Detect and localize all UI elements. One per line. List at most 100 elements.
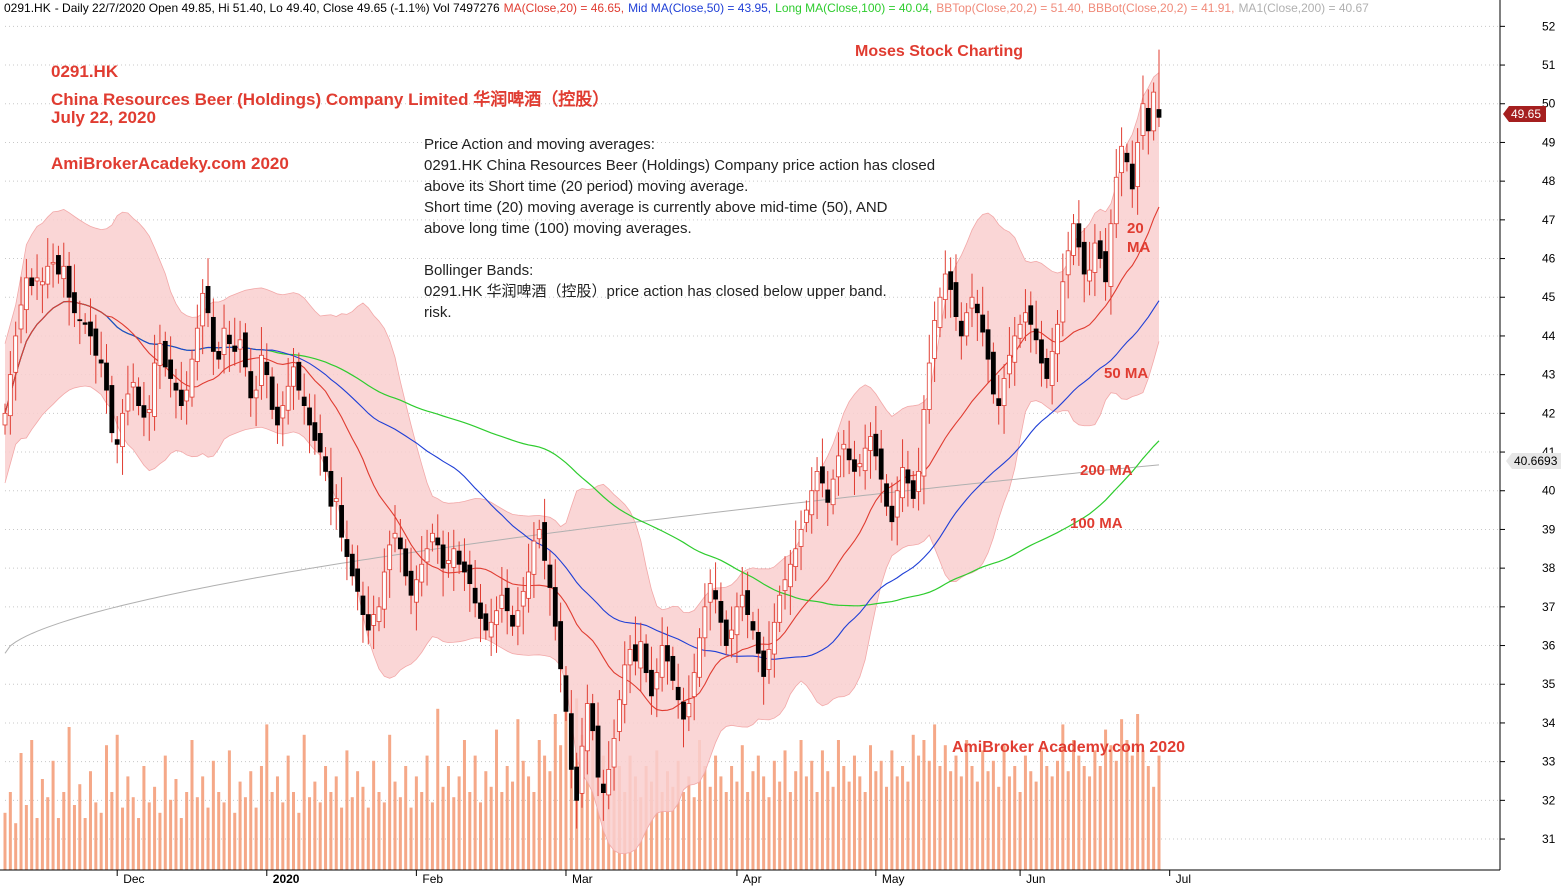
candle-body xyxy=(1060,281,1066,323)
volume-bar xyxy=(1039,750,1043,870)
bollinger-fill xyxy=(5,72,1159,854)
volume-bar xyxy=(682,792,686,870)
header-indicator: MA1(Close,200) = 40.67 xyxy=(1238,1,1369,15)
header-indicator: Mid MA(Close,50) = 43.95, xyxy=(628,1,772,15)
candle-body xyxy=(820,466,825,484)
volume-bar xyxy=(842,766,846,870)
candle-body xyxy=(777,594,783,623)
x-tick-label: Jul xyxy=(1176,872,1191,886)
title-date: July 22, 2020 xyxy=(51,108,156,127)
candle-body xyxy=(996,398,1002,407)
volume-bar xyxy=(484,771,488,870)
volume-bar xyxy=(1098,766,1102,870)
candle-body xyxy=(120,412,125,448)
title-company: China Resources Beer (Holdings) Company … xyxy=(51,90,610,109)
candle-body xyxy=(146,409,152,413)
x-tick-label: May xyxy=(882,872,905,886)
label-ma50: 50 MA xyxy=(1104,365,1149,382)
volume-bar xyxy=(788,792,792,870)
analysis-notes: Price Action and moving averages: 0291.HK… xyxy=(424,134,935,323)
candle-body xyxy=(312,422,318,441)
volume-bar xyxy=(820,750,824,870)
volume-bar xyxy=(318,802,322,870)
candle-body xyxy=(958,320,964,337)
volume-bar xyxy=(975,781,979,870)
candle-body xyxy=(462,561,467,573)
volume-bar xyxy=(382,802,386,870)
x-tick-label: Feb xyxy=(422,872,443,886)
volume-bar xyxy=(740,745,744,870)
volume-bar xyxy=(922,740,926,870)
candle-body xyxy=(734,606,740,636)
title-top-right: Moses Stock Charting xyxy=(855,43,1024,60)
y-tick-label: 49 xyxy=(1542,135,1556,149)
candle-body xyxy=(237,339,243,350)
candle-body xyxy=(729,629,734,639)
volume-bar xyxy=(1055,760,1059,870)
volume-bar xyxy=(751,771,755,870)
volume-bar xyxy=(115,734,119,870)
candle-body xyxy=(681,701,686,720)
candle-body xyxy=(61,265,67,280)
volume-bar xyxy=(1013,766,1017,870)
volume-bar xyxy=(14,823,18,870)
candle-body xyxy=(803,509,809,523)
y-tick-label: 39 xyxy=(1542,522,1556,536)
volume-bar xyxy=(324,766,328,870)
candlesticks xyxy=(2,49,1162,829)
candle-body xyxy=(413,579,419,603)
candle-body xyxy=(194,327,200,362)
candle-body xyxy=(478,602,483,619)
volume-bar xyxy=(388,734,392,870)
x-tick-label: Mar xyxy=(572,872,593,886)
candle-body xyxy=(590,703,596,732)
y-tick-label: 34 xyxy=(1542,716,1556,730)
candle-body xyxy=(392,532,398,539)
candle-body xyxy=(168,359,174,379)
candle-body xyxy=(125,393,131,412)
candle-body xyxy=(291,366,296,387)
volume-bar xyxy=(665,771,669,870)
volume-bar xyxy=(334,776,338,870)
volume-bar xyxy=(863,792,867,870)
candle-body xyxy=(713,590,718,600)
candle-body xyxy=(45,265,51,285)
volume-bar xyxy=(852,755,856,870)
volume-bar xyxy=(831,786,835,870)
candle-body xyxy=(558,621,564,670)
candle-body xyxy=(403,548,409,577)
header-indicators: MA(Close,20) = 46.65, Mid MA(Close,50) = … xyxy=(504,1,1373,15)
note-line: Price Action and moving averages: xyxy=(424,136,655,153)
candle-body xyxy=(584,703,590,752)
candle-body xyxy=(162,340,168,368)
candle-body xyxy=(926,362,932,410)
candle-body xyxy=(1151,91,1157,132)
candle-body xyxy=(221,327,227,355)
volume-bar xyxy=(377,792,381,870)
volume-bar xyxy=(1157,755,1161,870)
candle-body xyxy=(595,725,601,778)
note-line: 0291.HK 华润啤酒（控股）price action has closed … xyxy=(424,283,887,300)
volume-bar xyxy=(938,766,942,870)
volume-bar xyxy=(142,766,146,870)
volume-bar xyxy=(62,792,66,870)
candle-body xyxy=(686,703,692,718)
candle-body xyxy=(2,412,8,426)
candle-body xyxy=(483,613,489,631)
candle-body xyxy=(536,529,542,540)
header-indicator: BBBot(Close,20,2) = 41.91, xyxy=(1088,1,1235,15)
volume-bar xyxy=(885,786,889,870)
candle-body xyxy=(1017,323,1023,339)
y-tick-label: 36 xyxy=(1542,639,1556,653)
candle-body xyxy=(771,621,777,655)
volume-bar xyxy=(521,760,525,870)
volume-bar xyxy=(933,724,937,870)
candle-body xyxy=(408,570,414,596)
candle-body xyxy=(82,322,88,325)
candle-body xyxy=(910,480,916,499)
y-tick-label: 37 xyxy=(1542,600,1556,614)
volume-bar xyxy=(110,792,114,870)
volume-bar xyxy=(265,724,269,870)
candle-body xyxy=(280,405,286,419)
